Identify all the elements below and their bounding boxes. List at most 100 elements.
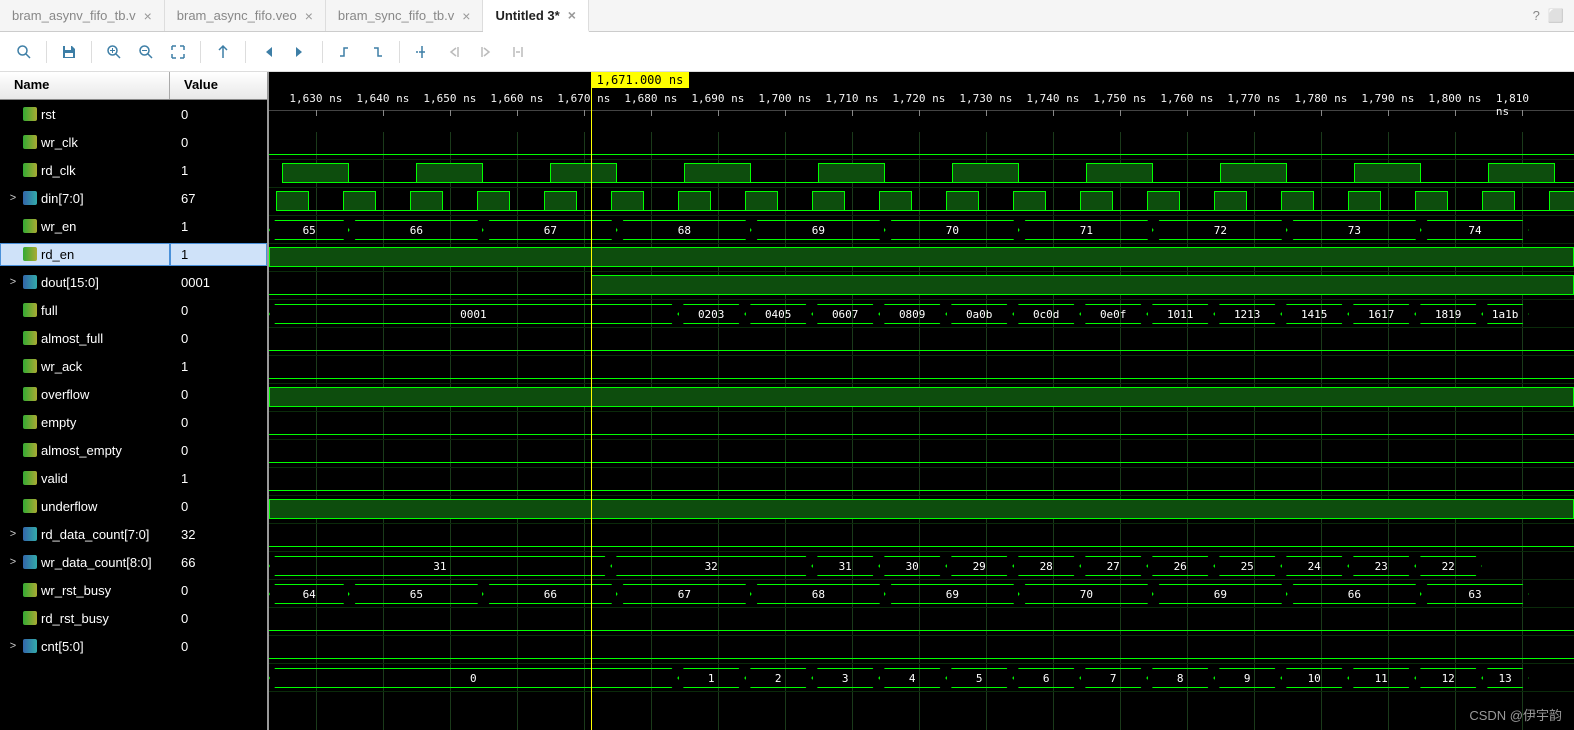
wave-row[interactable] [269, 496, 1574, 524]
swap-marker-icon[interactable] [504, 38, 532, 66]
signal-row[interactable]: >wr_data_count[8:0]66 [0, 548, 267, 576]
signal-name-cell[interactable]: overflow [0, 383, 170, 406]
signal-name-cell[interactable]: wr_en [0, 215, 170, 238]
prev-marker-icon[interactable] [440, 38, 468, 66]
wave-row[interactable]: 64656667686970696663 [269, 580, 1574, 608]
signal-name-cell[interactable]: underflow [0, 495, 170, 518]
bus-segment: 31 [269, 556, 611, 576]
wave-row[interactable] [269, 412, 1574, 440]
signal-name-cell[interactable]: wr_rst_busy [0, 579, 170, 602]
expand-icon[interactable]: > [7, 528, 19, 540]
wave-row[interactable] [269, 468, 1574, 496]
waveform-area[interactable]: 1,630 ns1,640 ns1,650 ns1,660 ns1,670 ns… [269, 72, 1574, 730]
signal-name-cell[interactable]: rd_rst_busy [0, 607, 170, 630]
col-header-name[interactable]: Name [0, 72, 170, 99]
expand-icon[interactable]: > [7, 556, 19, 568]
tab-2[interactable]: bram_sync_fifo_tb.v× [326, 0, 484, 31]
wave-row[interactable] [269, 272, 1574, 300]
signal-row[interactable]: wr_rst_busy0 [0, 576, 267, 604]
tab-1[interactable]: bram_async_fifo.veo× [165, 0, 326, 31]
bus-segment: 23 [1348, 556, 1415, 576]
go-end-icon[interactable] [286, 38, 314, 66]
signal-row[interactable]: full0 [0, 296, 267, 324]
close-icon[interactable]: × [462, 8, 470, 24]
go-start-icon[interactable] [254, 38, 282, 66]
wave-row[interactable]: 313231302928272625242322 [269, 552, 1574, 580]
cursor-flag[interactable]: 1,671.000 ns [591, 72, 690, 88]
wave-row[interactable] [269, 132, 1574, 160]
prev-edge-icon[interactable] [331, 38, 359, 66]
signal-name-cell[interactable]: >wr_data_count[8:0] [0, 551, 170, 574]
tab-3[interactable]: Untitled 3*× [483, 0, 588, 32]
signal-row[interactable]: >dout[15:0]0001 [0, 268, 267, 296]
zoom-out-icon[interactable] [132, 38, 160, 66]
save-icon[interactable] [55, 38, 83, 66]
goto-cursor-icon[interactable] [209, 38, 237, 66]
signal-name-cell[interactable]: almost_empty [0, 439, 170, 462]
wave-row[interactable] [269, 636, 1574, 664]
help-icon[interactable]: ? [1533, 8, 1540, 23]
search-icon[interactable] [10, 38, 38, 66]
next-marker-icon[interactable] [472, 38, 500, 66]
signal-name-cell[interactable]: >din[7:0] [0, 187, 170, 210]
wave-row[interactable] [269, 524, 1574, 552]
signal-row[interactable]: empty0 [0, 408, 267, 436]
signal-row[interactable]: rst0 [0, 100, 267, 128]
cursor-line[interactable] [591, 72, 592, 730]
signal-row[interactable]: wr_clk0 [0, 128, 267, 156]
signal-name-cell[interactable]: valid [0, 467, 170, 490]
signal-row[interactable]: >rd_data_count[7:0]32 [0, 520, 267, 548]
signal-name-cell[interactable]: >cnt[5:0] [0, 635, 170, 658]
signal-name-cell[interactable]: full [0, 299, 170, 322]
close-icon[interactable]: × [305, 8, 313, 24]
wave-row[interactable] [269, 440, 1574, 468]
signal-name-cell[interactable]: rst [0, 103, 170, 126]
signal-name-cell[interactable]: >dout[15:0] [0, 271, 170, 294]
signal-row[interactable]: overflow0 [0, 380, 267, 408]
bus-segment: 3 [812, 668, 879, 688]
wave-row[interactable]: 000102030405060708090a0b0c0d0e0f10111213… [269, 300, 1574, 328]
wave-row[interactable] [269, 608, 1574, 636]
signal-row[interactable]: >din[7:0]67 [0, 184, 267, 212]
tab-0[interactable]: bram_asynv_fifo_tb.v× [0, 0, 165, 31]
close-icon[interactable]: × [568, 7, 576, 23]
expand-icon[interactable]: > [7, 192, 19, 204]
wave-row[interactable] [269, 244, 1574, 272]
signal-row[interactable]: rd_rst_busy0 [0, 604, 267, 632]
signal-row[interactable]: almost_empty0 [0, 436, 267, 464]
signal-name-cell[interactable]: rd_clk [0, 159, 170, 182]
next-edge-icon[interactable] [363, 38, 391, 66]
expand-icon[interactable]: > [7, 276, 19, 288]
time-ruler[interactable]: 1,630 ns1,640 ns1,650 ns1,660 ns1,670 ns… [269, 88, 1574, 132]
signal-row[interactable]: wr_en1 [0, 212, 267, 240]
zoom-in-icon[interactable] [100, 38, 128, 66]
maximize-icon[interactable]: ⬜ [1548, 8, 1564, 24]
wave-row[interactable]: 012345678910111213 [269, 664, 1574, 692]
signal-row[interactable]: rd_en1 [0, 240, 267, 268]
signal-name-cell[interactable]: rd_en [0, 243, 170, 266]
signal-icon [23, 219, 37, 233]
wave-row[interactable] [269, 328, 1574, 356]
wave-row[interactable]: 65666768697071727374 [269, 216, 1574, 244]
wave-row[interactable] [269, 188, 1574, 216]
signal-row[interactable]: almost_full0 [0, 324, 267, 352]
wave-row[interactable] [269, 356, 1574, 384]
signal-name-cell[interactable]: wr_ack [0, 355, 170, 378]
zoom-fit-icon[interactable] [164, 38, 192, 66]
signal-row[interactable]: >cnt[5:0]0 [0, 632, 267, 660]
signal-row[interactable]: underflow0 [0, 492, 267, 520]
expand-icon[interactable]: > [7, 640, 19, 652]
signal-name-cell[interactable]: wr_clk [0, 131, 170, 154]
wave-row[interactable] [269, 384, 1574, 412]
tick-label: 1,770 ns [1227, 92, 1280, 105]
signal-name-cell[interactable]: empty [0, 411, 170, 434]
signal-name-cell[interactable]: almost_full [0, 327, 170, 350]
signal-row[interactable]: wr_ack1 [0, 352, 267, 380]
add-marker-icon[interactable] [408, 38, 436, 66]
signal-row[interactable]: rd_clk1 [0, 156, 267, 184]
signal-name-cell[interactable]: >rd_data_count[7:0] [0, 523, 170, 546]
signal-row[interactable]: valid1 [0, 464, 267, 492]
wave-row[interactable] [269, 160, 1574, 188]
close-icon[interactable]: × [144, 8, 152, 24]
col-header-value[interactable]: Value [170, 72, 267, 99]
